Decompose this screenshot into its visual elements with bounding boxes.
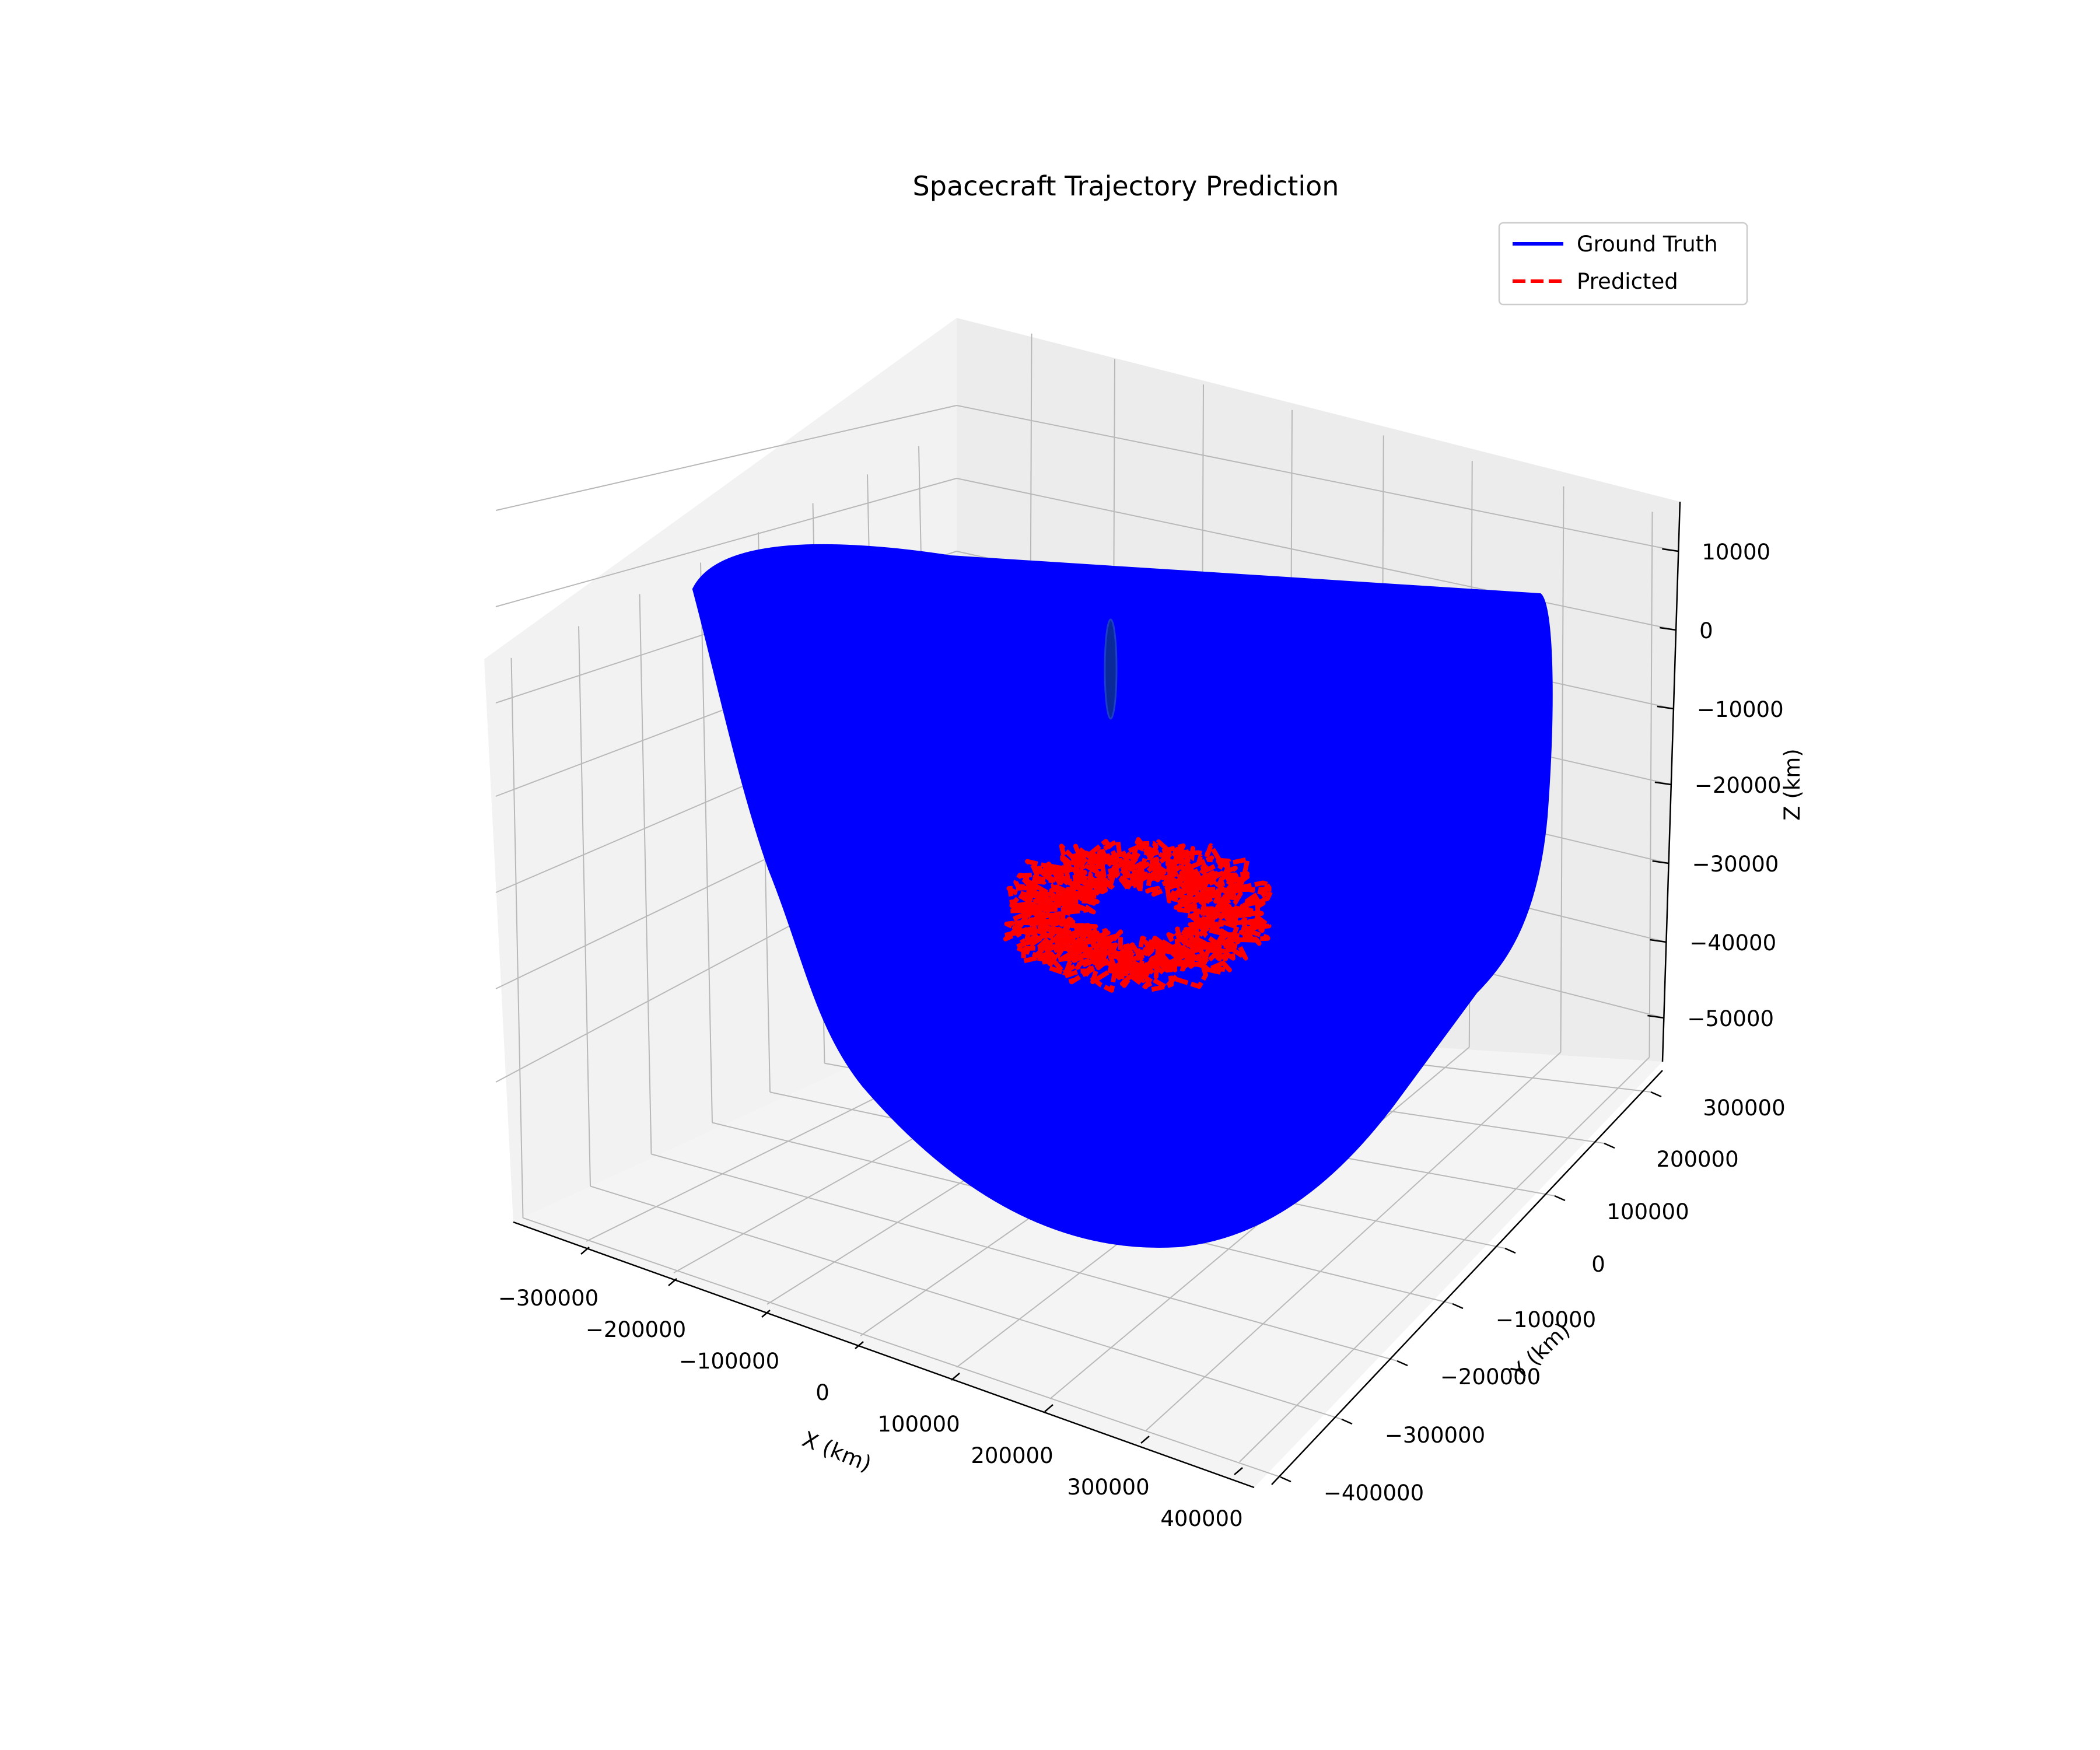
y-tick-mark <box>1554 1195 1566 1202</box>
y-grid-wall-line <box>639 594 652 1154</box>
y-tick-mark <box>1452 1303 1464 1310</box>
z-tick-label: −50000 <box>1687 1006 1774 1031</box>
x-tick-mark <box>761 1310 771 1318</box>
z-grid-line <box>956 478 1676 631</box>
y-tick-mark <box>1604 1142 1615 1149</box>
x-tick-mark <box>855 1341 864 1349</box>
ground-truth-trajectory <box>692 544 1553 1248</box>
z-tick-label: −40000 <box>1689 930 1776 956</box>
y-tick-mark <box>1504 1247 1516 1254</box>
y-grid-line <box>651 1153 1398 1362</box>
x-grid-line <box>1239 1056 1650 1462</box>
z-tick-label: −30000 <box>1692 852 1779 877</box>
predicted-trajectory <box>1001 837 1275 993</box>
x-tick-mark <box>580 1247 590 1255</box>
y-tick-mark <box>1650 1091 1662 1098</box>
x-tick-mark <box>1140 1436 1150 1444</box>
tick-labels: −300000−200000−1000000100000200000300000… <box>498 540 1786 1531</box>
ground-truth-inner-orbit <box>1104 618 1118 720</box>
x-tick-label: 300000 <box>1067 1475 1149 1500</box>
legend-label-ground-truth: Ground Truth <box>1577 232 1718 257</box>
z-tick-label: −10000 <box>1697 697 1784 722</box>
z-tick-label: 0 <box>1699 618 1713 643</box>
x-grid-wall-line <box>1648 512 1653 1058</box>
y-tick-label: 300000 <box>1703 1096 1785 1121</box>
x-tick-label: 100000 <box>877 1412 960 1437</box>
legend-label-predicted: Predicted <box>1577 269 1678 294</box>
y-grid-line <box>590 1185 1342 1420</box>
y-tick-label: −400000 <box>1324 1480 1424 1506</box>
z-grid-line <box>956 405 1679 552</box>
z-axis-label: Z (km) <box>1780 748 1805 820</box>
x-tick-label: −100000 <box>679 1349 779 1374</box>
x-tick-label: −300000 <box>498 1286 598 1311</box>
y-tick-label: 0 <box>1591 1252 1605 1277</box>
x-tick-mark <box>1234 1467 1243 1475</box>
x-tick-mark <box>1044 1404 1054 1412</box>
z-tick-mark <box>1652 860 1669 864</box>
z-tick-mark <box>1659 626 1676 631</box>
z-tick-label: 10000 <box>1702 540 1770 565</box>
y-tick-label: −200000 <box>1440 1364 1541 1390</box>
axes <box>513 501 1681 1489</box>
series-predicted <box>1001 837 1275 993</box>
y-tick-mark <box>1396 1360 1408 1367</box>
y-tick-mark <box>1280 1476 1292 1483</box>
y-tick-label: 200000 <box>1656 1147 1738 1172</box>
z-tick-mark <box>1657 705 1674 710</box>
y-grid-line <box>523 1217 1281 1478</box>
z-tick-mark <box>1650 939 1667 943</box>
y-tick-mark <box>1341 1418 1353 1425</box>
y-grid-wall-line <box>700 562 713 1123</box>
x-tick-label: 200000 <box>971 1443 1053 1468</box>
y-grid-wall-line <box>578 626 591 1186</box>
y-grid-wall-line <box>510 657 524 1218</box>
x-tick-label: −200000 <box>586 1317 686 1342</box>
x-tick-label: 400000 <box>1160 1506 1242 1531</box>
x-grid-line <box>1146 1051 1562 1431</box>
x-axis-label: X (km) <box>799 1426 875 1476</box>
y-tick-label: −300000 <box>1385 1423 1485 1448</box>
y-tick-label: 100000 <box>1606 1199 1689 1224</box>
z-grid-wall-line <box>495 405 957 511</box>
z-tick-mark <box>1647 1014 1664 1019</box>
x-tick-mark <box>951 1373 960 1381</box>
x-grid-wall-line <box>1560 486 1564 1052</box>
x-tick-mark <box>668 1278 677 1286</box>
z-grid-wall-line <box>495 478 957 607</box>
z-tick-mark <box>1662 548 1679 552</box>
z-tick-label: −20000 <box>1695 773 1782 798</box>
x-tick-label: 0 <box>816 1380 830 1405</box>
y-tick-label: −100000 <box>1496 1307 1596 1332</box>
series-ground-truth <box>692 544 1553 1248</box>
legend: Ground Truth Predicted <box>1498 222 1748 306</box>
chart-title: Spacecraft Trajectory Prediction <box>913 170 1339 202</box>
z-tick-mark <box>1654 781 1672 786</box>
